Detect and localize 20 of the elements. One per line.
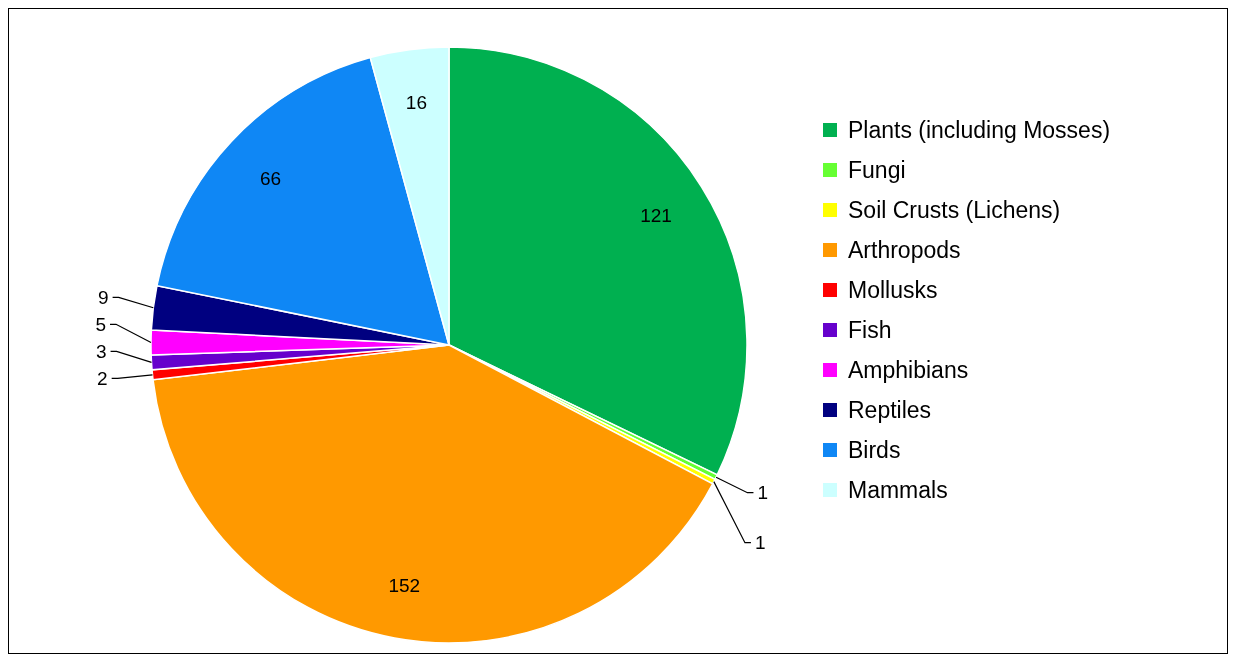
legend-label: Reptiles	[848, 397, 932, 423]
legend-label: Amphibians	[848, 357, 969, 383]
data-label: 2	[97, 367, 108, 389]
data-label: 66	[259, 167, 282, 189]
data-label: 5	[95, 313, 107, 335]
data-label: 152	[388, 574, 421, 596]
data-label: 1	[757, 482, 769, 504]
legend-label: Soil Crusts (Lichens)	[848, 197, 1061, 223]
data-label: 3	[95, 340, 107, 362]
data-label: 1	[754, 532, 766, 554]
legend-label: Mammals	[848, 477, 948, 503]
legend-label: Fish	[848, 317, 892, 343]
legend-label: Mollusks	[848, 277, 938, 303]
legend-label: Fungi	[848, 157, 906, 183]
data-label: 16	[405, 92, 427, 114]
legend-label: Plants (including Mosses)	[848, 117, 1111, 143]
legend-label: Arthropods	[848, 237, 961, 263]
data-label: 9	[98, 286, 109, 308]
data-label: 121	[640, 204, 672, 226]
legend-label: Birds	[848, 437, 901, 463]
